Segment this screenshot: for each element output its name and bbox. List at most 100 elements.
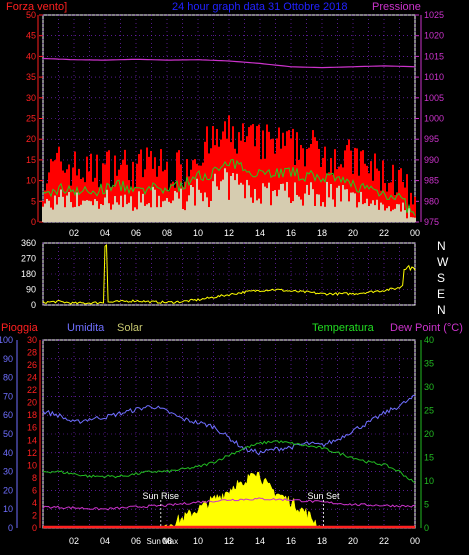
temperature-label: Temperatura bbox=[312, 322, 375, 334]
direction-axis-tick-label: 0 bbox=[31, 300, 36, 310]
humidity-axis-tick-label: 0 bbox=[8, 523, 13, 533]
wind-x-tick-label: 06 bbox=[131, 228, 141, 238]
chart-title: 24 hour graph data 31 Ottobre 2018 bbox=[172, 1, 348, 13]
humidity-label: Umidita bbox=[67, 322, 105, 334]
pressure-axis-tick-label: 995 bbox=[424, 134, 439, 144]
bottom-x-tick-label: 08 bbox=[162, 536, 172, 546]
bottom-x-tick-label: 16 bbox=[286, 536, 296, 546]
pressure-axis-tick-label: 1025 bbox=[424, 10, 444, 20]
rain-axis-tick-label: 22 bbox=[27, 385, 37, 395]
wind-x-tick-label: 14 bbox=[255, 228, 265, 238]
pressure-axis-tick-label: 975 bbox=[424, 217, 439, 227]
bottom-x-tick-label: 18 bbox=[317, 536, 327, 546]
direction-compass-letter: N bbox=[437, 303, 446, 317]
bottom-x-tick-label: 20 bbox=[348, 536, 358, 546]
rain-axis-tick-label: 30 bbox=[27, 335, 37, 345]
temperature-axis-tick-label: 15 bbox=[424, 453, 434, 463]
solar-label: Solar bbox=[117, 322, 143, 334]
rain-axis-tick-label: 24 bbox=[27, 373, 37, 383]
humidity-axis-tick-label: 90 bbox=[3, 354, 13, 364]
direction-compass-letter: E bbox=[437, 287, 445, 301]
wind-axis-tick-label: 20 bbox=[26, 134, 36, 144]
wind-axis-tick-label: 15 bbox=[26, 155, 36, 165]
rain-axis-tick-label: 6 bbox=[32, 485, 37, 495]
humidity-axis-tick-label: 40 bbox=[3, 448, 13, 458]
wind-x-tick-label: 00 bbox=[410, 228, 420, 238]
humidity-axis-tick-label: 100 bbox=[0, 335, 13, 345]
temperature-axis-tick-label: 30 bbox=[424, 382, 434, 392]
bottom-x-tick-label: 14 bbox=[255, 536, 265, 546]
direction-compass-letter: W bbox=[437, 255, 449, 269]
wind-axis-tick-label: 10 bbox=[26, 176, 36, 186]
bottom-x-tick-label: 02 bbox=[69, 536, 79, 546]
pressure-line bbox=[42, 57, 416, 69]
temperature-line bbox=[42, 440, 416, 483]
wind-x-tick-label: 02 bbox=[69, 228, 79, 238]
rain-axis-tick-label: 4 bbox=[32, 498, 37, 508]
rain-axis-tick-label: 10 bbox=[27, 460, 37, 470]
temperature-axis-tick-label: 10 bbox=[424, 476, 434, 486]
wind-x-tick-label: 04 bbox=[100, 228, 110, 238]
wind-x-tick-label: 10 bbox=[193, 228, 203, 238]
solar-area bbox=[159, 471, 323, 529]
temperature-axis-tick-label: 0 bbox=[424, 523, 429, 533]
temperature-axis-tick-label: 25 bbox=[424, 406, 434, 416]
rain-axis-tick-label: 16 bbox=[27, 423, 37, 433]
wind-header-label: Forza vento] bbox=[6, 1, 67, 13]
avg-wind-line bbox=[42, 158, 416, 216]
wind-axis-tick-label: 50 bbox=[26, 10, 36, 20]
sun-max-label: Sun Max bbox=[147, 537, 179, 546]
humidity-line bbox=[42, 394, 416, 456]
temperature-axis-tick-label: 40 bbox=[424, 335, 434, 345]
rain-axis-tick-label: 14 bbox=[27, 435, 37, 445]
rain-axis-tick-label: 26 bbox=[27, 360, 37, 370]
bottom-x-tick-label: 22 bbox=[379, 536, 389, 546]
rain-axis-tick-label: 18 bbox=[27, 410, 37, 420]
wind-axis-tick-label: 45 bbox=[26, 31, 36, 41]
dewpoint-label: Dew Point (°C) bbox=[390, 322, 463, 334]
rain-axis-tick-label: 20 bbox=[27, 398, 37, 408]
temperature-axis-tick-label: 5 bbox=[424, 500, 429, 510]
sunrise-label: Sun Rise bbox=[143, 491, 180, 501]
direction-compass-letter: S bbox=[437, 271, 445, 285]
bottom-x-tick-label: 06 bbox=[131, 536, 141, 546]
pressure-axis-tick-label: 990 bbox=[424, 155, 439, 165]
humidity-axis-tick-label: 20 bbox=[3, 485, 13, 495]
rain-axis-tick-label: 0 bbox=[32, 523, 37, 533]
wind-x-tick-label: 08 bbox=[162, 228, 172, 238]
pressure-axis-tick-label: 985 bbox=[424, 176, 439, 186]
dewpoint-line bbox=[42, 497, 416, 511]
pressure-axis-tick-label: 1005 bbox=[424, 93, 444, 103]
direction-axis-tick-label: 90 bbox=[26, 285, 36, 295]
pressure-header-label: Pressione bbox=[372, 1, 421, 13]
wind-x-tick-label: 20 bbox=[348, 228, 358, 238]
direction-axis-tick-label: 360 bbox=[21, 238, 36, 248]
direction-axis-tick-label: 270 bbox=[21, 254, 36, 264]
rain-axis-tick-label: 28 bbox=[27, 348, 37, 358]
rain-label: Pioggia bbox=[1, 322, 39, 334]
bottom-x-tick-label: 04 bbox=[100, 536, 110, 546]
humidity-axis-tick-label: 50 bbox=[3, 429, 13, 439]
wind-axis-tick-label: 35 bbox=[26, 72, 36, 82]
wind-direction-line bbox=[42, 243, 416, 305]
bottom-x-tick-label: 12 bbox=[224, 536, 234, 546]
humidity-axis-tick-label: 80 bbox=[3, 373, 13, 383]
direction-axis-tick-label: 180 bbox=[21, 269, 36, 279]
wind-axis-tick-label: 25 bbox=[26, 114, 36, 124]
pressure-axis-tick-label: 1000 bbox=[424, 114, 444, 124]
pressure-axis-tick-label: 1015 bbox=[424, 51, 444, 61]
wind-x-tick-label: 22 bbox=[379, 228, 389, 238]
pressure-axis-tick-label: 980 bbox=[424, 196, 439, 206]
rain-axis-tick-label: 8 bbox=[32, 473, 37, 483]
humidity-axis-tick-label: 60 bbox=[3, 410, 13, 420]
humidity-axis-tick-label: 10 bbox=[3, 504, 13, 514]
pressure-axis-tick-label: 1020 bbox=[424, 31, 444, 41]
wind-axis-tick-label: 5 bbox=[31, 196, 36, 206]
rain-axis-tick-label: 12 bbox=[27, 448, 37, 458]
wind-axis-tick-label: 30 bbox=[26, 93, 36, 103]
wind-x-tick-label: 16 bbox=[286, 228, 296, 238]
bottom-x-tick-label: 10 bbox=[193, 536, 203, 546]
rain-axis-tick-label: 2 bbox=[32, 510, 37, 520]
wind-axis-tick-label: 40 bbox=[26, 51, 36, 61]
pressure-axis-tick-label: 1010 bbox=[424, 72, 444, 82]
